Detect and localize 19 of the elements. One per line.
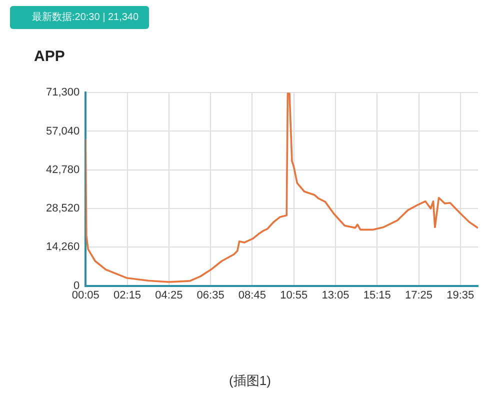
x-tick-label: 04:25 (155, 289, 183, 302)
x-tick-label: 10:55 (280, 289, 308, 302)
y-tick-label: 0 (74, 280, 80, 292)
y-tick-label: 28,520 (46, 202, 80, 215)
text: (插图1) (228, 372, 272, 390)
x-tick-label: 13:05 (322, 289, 350, 302)
x-tick-label: 00:05 (72, 289, 100, 302)
y-tick-label: 57,040 (46, 125, 80, 138)
x-tick-label: 17:25 (404, 289, 433, 302)
chart-title: APP (34, 48, 65, 65)
x-tick-label: 06:35 (196, 289, 224, 302)
x-tick-label: 02:15 (114, 289, 142, 302)
y-tick-label: 71,300 (46, 86, 80, 99)
x-tick-label: 08:45 (238, 289, 266, 302)
y-tick-label: 14,260 (46, 241, 80, 254)
text: 最新数据:20:30 | 21,340 (10, 6, 149, 29)
x-tick-label: 19:35 (446, 289, 474, 302)
x-tick-label: 15:15 (363, 289, 391, 302)
y-tick-label: 42,780 (46, 164, 80, 176)
